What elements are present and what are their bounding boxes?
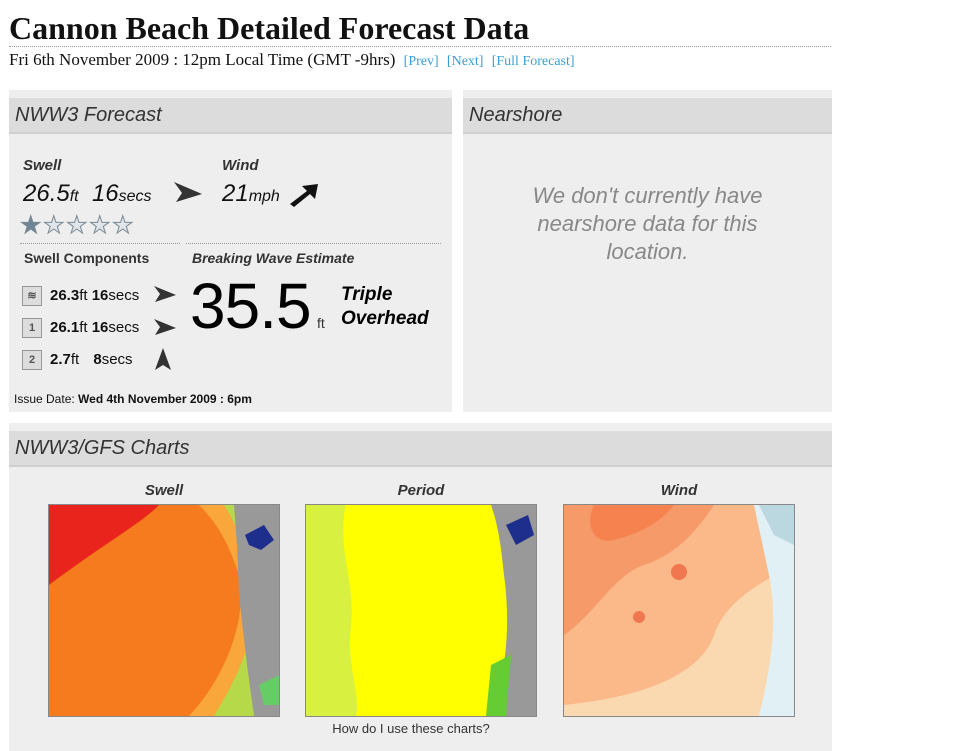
date-line: Fri 6th November 2009 : 12pm Local Time … xyxy=(9,50,831,72)
swell-map-image xyxy=(49,505,279,716)
nww3-forecast-panel: NWW3 Forecast xyxy=(9,90,452,412)
swell-1-icon: 1 xyxy=(22,318,42,338)
wind-direction-arrow-icon xyxy=(290,184,318,207)
star-empty-icon: ★ xyxy=(66,212,89,239)
swell-summary: 26.5ft 16secs xyxy=(23,180,152,208)
star-empty-icon: ★ xyxy=(89,212,112,239)
wind-unit: mph xyxy=(248,188,280,205)
issue-date-value: Wed 4th November 2009 : 6pm xyxy=(78,392,252,406)
issue-date-label: Issue Date: xyxy=(14,392,75,406)
swell-direction-arrow-icon xyxy=(154,286,176,302)
wind-summary: 21mph xyxy=(222,180,280,208)
swell-height-unit: ft xyxy=(69,188,79,205)
charts-heading: NWW3/GFS Charts xyxy=(9,431,832,467)
nearshore-message: We don't currently have nearshore data f… xyxy=(532,183,763,264)
swell-components-label: Swell Components xyxy=(24,250,150,266)
swell-combined-icon: ≋ xyxy=(22,286,42,306)
swell-chart-label: Swell xyxy=(144,482,184,499)
swell-component-values: 26.3ft 16secs xyxy=(50,287,140,304)
swell-direction-arrow-icon xyxy=(155,348,171,370)
charts-help-link[interactable]: How do I use these charts? xyxy=(332,721,490,736)
swell-2-icon: 2 xyxy=(22,350,42,370)
next-link[interactable]: [Next] xyxy=(446,54,484,69)
star-filled-icon: ★ xyxy=(20,212,43,239)
wind-label: Wind xyxy=(222,157,259,174)
nww3-forecast-heading: NWW3 Forecast xyxy=(9,98,452,134)
divider xyxy=(186,243,441,244)
swell-chart-map[interactable] xyxy=(48,504,280,717)
swell-component-values: 2.7ft 8secs xyxy=(50,351,133,368)
breaking-wave-value: 35.5 xyxy=(190,270,312,342)
wind-speed: 21 xyxy=(222,180,249,207)
period-map-image xyxy=(306,505,536,716)
rating-stars: ★★★★★ xyxy=(20,212,135,239)
forecast-date: Fri 6th November 2009 : 12pm Local Time … xyxy=(9,50,396,69)
breaking-wave-description: Triple Overhead xyxy=(341,284,429,329)
swell-direction-arrow-icon xyxy=(154,319,176,335)
breaking-wave-label: Breaking Wave Estimate xyxy=(192,250,355,266)
star-empty-icon: ★ xyxy=(43,212,66,239)
divider xyxy=(20,243,180,244)
full-forecast-link[interactable]: [Full Forecast] xyxy=(491,54,575,69)
swell-component-values: 26.1ft 16secs xyxy=(50,319,140,336)
issue-date: Issue Date: Wed 4th November 2009 : 6pm xyxy=(14,392,252,406)
swell-height: 26.5 xyxy=(23,180,70,207)
period-chart-label: Period xyxy=(397,482,445,499)
nearshore-heading: Nearshore xyxy=(463,98,832,134)
prev-link[interactable]: [Prev] xyxy=(403,54,439,69)
swell-period-unit: secs xyxy=(118,188,152,205)
swell-period: 16 xyxy=(91,180,119,207)
page-title: Cannon Beach Detailed Forecast Data xyxy=(9,10,831,47)
wind-chart-label: Wind xyxy=(660,482,698,499)
swell-direction-arrow-icon xyxy=(174,182,202,202)
star-empty-icon: ★ xyxy=(112,212,135,239)
nearshore-panel: Nearshore We don't currently have nearsh… xyxy=(463,90,832,412)
breaking-wave-unit: ft xyxy=(317,315,325,331)
wind-chart-map[interactable] xyxy=(563,504,795,717)
period-chart-map[interactable] xyxy=(305,504,537,717)
wind-map-image xyxy=(564,505,794,716)
swell-label: Swell xyxy=(23,157,62,174)
